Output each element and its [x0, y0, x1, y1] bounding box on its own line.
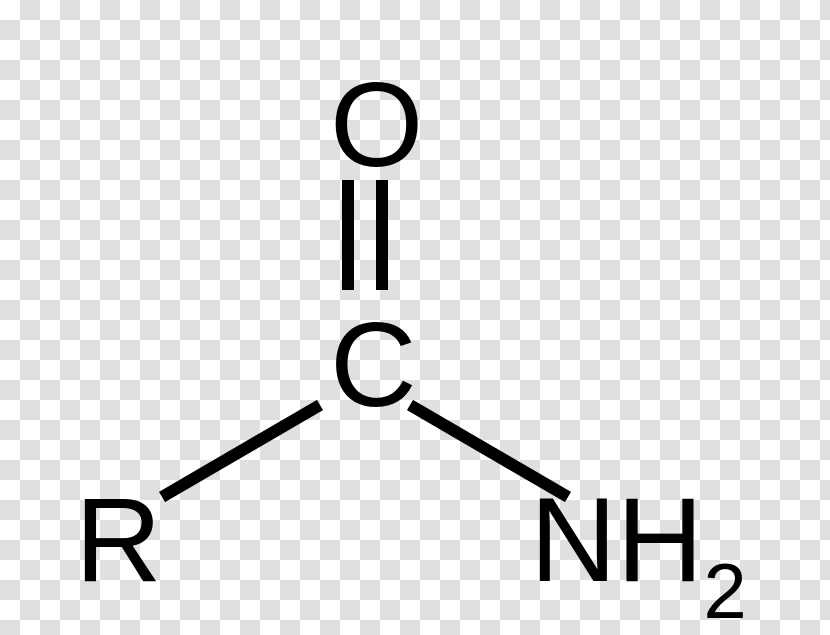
- atom-carbon: C: [330, 305, 417, 425]
- chemical-structure-diagram: O C R NH2: [0, 0, 830, 630]
- hydrogen-label: H: [617, 473, 704, 607]
- nitrogen-label: N: [530, 473, 617, 607]
- oxygen-label: O: [330, 58, 423, 192]
- subscript-2: 2: [703, 547, 746, 635]
- atom-nh2: NH2: [530, 480, 747, 618]
- bond-c-r-single: [162, 405, 320, 497]
- atom-oxygen: O: [330, 65, 423, 185]
- carbon-label: C: [330, 298, 417, 432]
- r-group-label: R: [75, 473, 162, 607]
- atom-r-group: R: [75, 480, 162, 600]
